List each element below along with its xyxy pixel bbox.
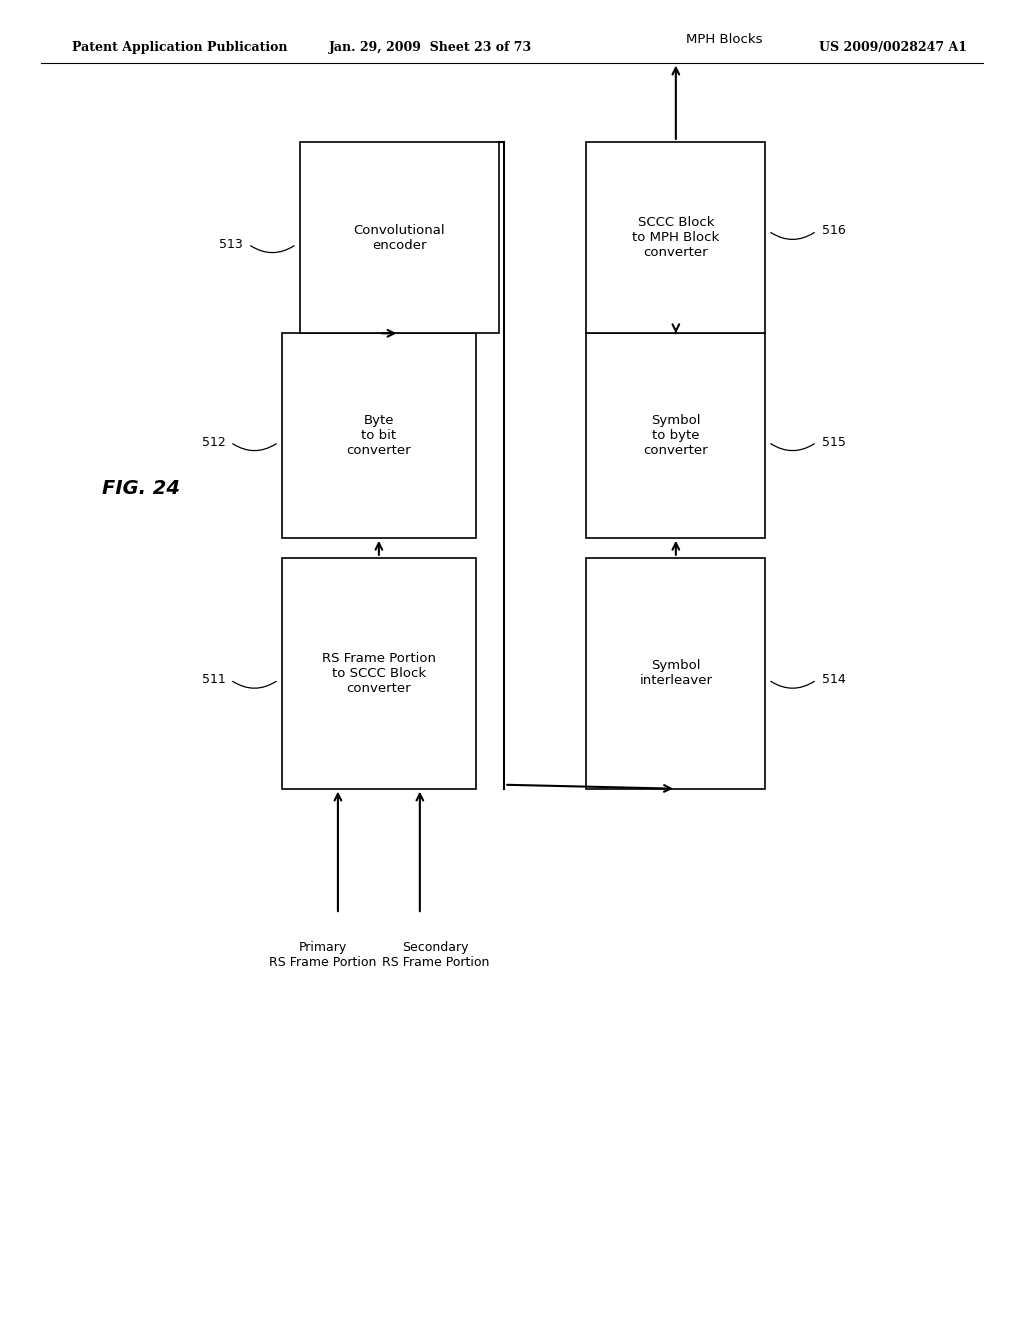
Text: 512: 512 xyxy=(202,436,225,449)
Text: Symbol
interleaver: Symbol interleaver xyxy=(639,659,713,688)
Text: Primary
RS Frame Portion: Primary RS Frame Portion xyxy=(269,940,376,969)
Text: 516: 516 xyxy=(822,224,846,238)
Text: 513: 513 xyxy=(219,238,244,251)
Text: MPH Blocks: MPH Blocks xyxy=(686,33,763,46)
Bar xyxy=(586,558,766,789)
Text: 515: 515 xyxy=(822,436,846,449)
Text: Symbol
to byte
converter: Symbol to byte converter xyxy=(643,414,709,457)
Text: 514: 514 xyxy=(822,673,846,686)
Bar xyxy=(282,333,476,539)
Text: Jan. 29, 2009  Sheet 23 of 73: Jan. 29, 2009 Sheet 23 of 73 xyxy=(329,41,531,54)
Text: RS Frame Portion
to SCCC Block
converter: RS Frame Portion to SCCC Block converter xyxy=(322,652,436,694)
Bar xyxy=(282,558,476,789)
Bar xyxy=(586,143,766,334)
Text: US 2009/0028247 A1: US 2009/0028247 A1 xyxy=(819,41,968,54)
Bar xyxy=(299,143,500,334)
Text: Patent Application Publication: Patent Application Publication xyxy=(72,41,287,54)
Text: Convolutional
encoder: Convolutional encoder xyxy=(353,223,445,252)
Bar xyxy=(586,333,766,539)
Text: Byte
to bit
converter: Byte to bit converter xyxy=(346,414,412,457)
Text: SCCC Block
to MPH Block
converter: SCCC Block to MPH Block converter xyxy=(632,216,720,259)
Text: FIG. 24: FIG. 24 xyxy=(102,479,180,498)
Text: 511: 511 xyxy=(202,673,225,686)
Text: Secondary
RS Frame Portion: Secondary RS Frame Portion xyxy=(382,940,488,969)
